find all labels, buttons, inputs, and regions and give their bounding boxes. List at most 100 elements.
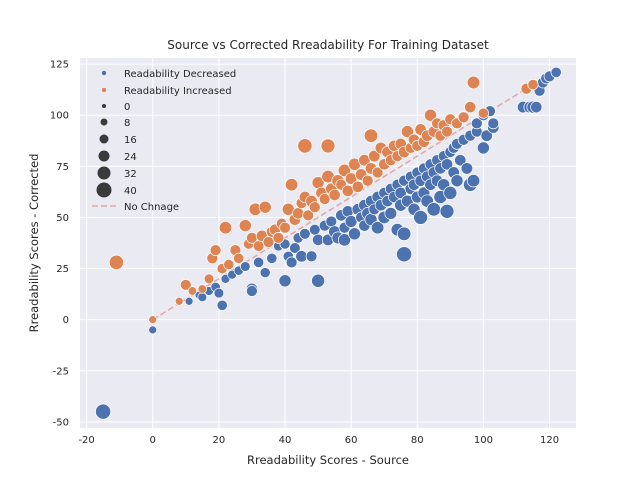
point-increased: [297, 138, 313, 154]
point-increased: [477, 107, 489, 119]
x-tick-label: 20: [213, 435, 226, 446]
point-decreased: [289, 242, 301, 254]
legend-size-label-40: 40: [124, 186, 137, 197]
point-decreased: [384, 207, 398, 220]
x-tick-label: 80: [411, 435, 424, 446]
point-decreased: [550, 66, 562, 78]
y-axis-title: Rreadability Scores - Corrected: [27, 154, 41, 333]
point-decreased: [216, 299, 228, 311]
point-decreased: [311, 273, 326, 288]
point-increased: [262, 236, 275, 248]
point-decreased: [450, 174, 464, 188]
legend-size-24: [98, 150, 110, 162]
point-increased: [148, 315, 158, 325]
point-increased: [361, 174, 374, 187]
point-increased: [238, 219, 252, 233]
y-tick-label: 100: [50, 111, 69, 122]
point-increased: [368, 149, 381, 163]
point-increased: [308, 201, 321, 214]
point-increased: [258, 200, 272, 214]
point-decreased: [309, 223, 321, 236]
point-decreased: [470, 117, 483, 130]
point-increased: [441, 125, 453, 138]
x-tick-label: 0: [150, 435, 156, 446]
y-tick-label: 125: [50, 60, 69, 71]
legend-label-decreased: Readability Decreased: [124, 69, 236, 80]
point-decreased: [348, 227, 361, 241]
point-decreased: [213, 287, 225, 299]
point-increased: [209, 244, 222, 257]
point-increased: [279, 221, 291, 234]
legend-swatch-decreased: [101, 70, 107, 76]
point-increased: [527, 79, 539, 91]
point-decreased: [148, 325, 158, 335]
point-decreased: [396, 226, 412, 241]
point-increased: [187, 286, 198, 296]
x-tick-label: 60: [345, 435, 358, 446]
point-increased: [108, 254, 124, 270]
point-decreased: [460, 162, 474, 175]
point-increased: [466, 75, 481, 90]
point-decreased: [426, 202, 441, 217]
legend-size-label-8: 8: [124, 118, 130, 129]
legend-size-label-24: 24: [124, 152, 137, 163]
point-decreased: [285, 256, 298, 269]
point-increased: [464, 101, 477, 114]
point-increased: [223, 258, 235, 271]
y-tick-label: -50: [53, 417, 69, 428]
legend-label-no-change: No Chnage: [124, 202, 179, 213]
legend-size-16: [99, 134, 109, 144]
point-decreased: [240, 261, 251, 272]
point-decreased: [454, 154, 467, 167]
point-decreased: [278, 274, 292, 288]
legend-size-0: [102, 104, 106, 108]
grid: [80, 58, 576, 428]
point-decreased: [413, 210, 428, 225]
point-increased: [318, 193, 331, 205]
point-decreased: [439, 203, 455, 219]
legend-size-label-0: 0: [124, 102, 130, 113]
point-decreased: [295, 250, 308, 263]
x-tick-label: 100: [474, 435, 493, 446]
point-decreased: [337, 233, 352, 247]
legend-size-40: [96, 182, 112, 198]
point-increased: [179, 279, 192, 291]
point-decreased: [305, 250, 318, 263]
point-increased: [302, 209, 315, 222]
point-decreased: [259, 267, 271, 279]
point-decreased: [443, 185, 458, 200]
x-tick-label: 120: [540, 435, 559, 446]
y-tick-label: -25: [53, 366, 69, 377]
legend-size-32: [97, 166, 111, 180]
point-increased: [218, 221, 233, 235]
point-decreased: [370, 221, 385, 235]
point-decreased: [253, 256, 265, 268]
y-tick-label: 0: [63, 315, 69, 326]
point-decreased: [184, 296, 194, 306]
reference-line-no-change: [152, 69, 557, 321]
x-tick-label: 40: [279, 435, 292, 446]
point-decreased: [396, 246, 413, 263]
point-increased: [363, 128, 379, 143]
point-increased: [284, 178, 299, 192]
legend-size-label-32: 32: [124, 169, 137, 180]
legend-swatch-increased: [101, 87, 107, 93]
y-tick-label: 25: [56, 264, 69, 275]
legend: Readability Decreased Readability Increa…: [92, 69, 236, 213]
point-increased: [400, 125, 414, 139]
point-increased: [320, 138, 336, 154]
point-increased: [457, 111, 470, 124]
y-tick-label: 75: [56, 162, 69, 173]
point-decreased: [325, 215, 338, 228]
y-tick-label: 50: [56, 213, 69, 224]
point-increased: [197, 284, 207, 294]
point-decreased: [266, 252, 278, 264]
point-decreased: [466, 174, 481, 188]
point-increased: [351, 180, 364, 193]
point-increased: [174, 296, 184, 306]
legend-label-increased: Readability Increased: [124, 86, 232, 97]
point-decreased: [476, 141, 490, 155]
point-increased: [272, 232, 285, 244]
